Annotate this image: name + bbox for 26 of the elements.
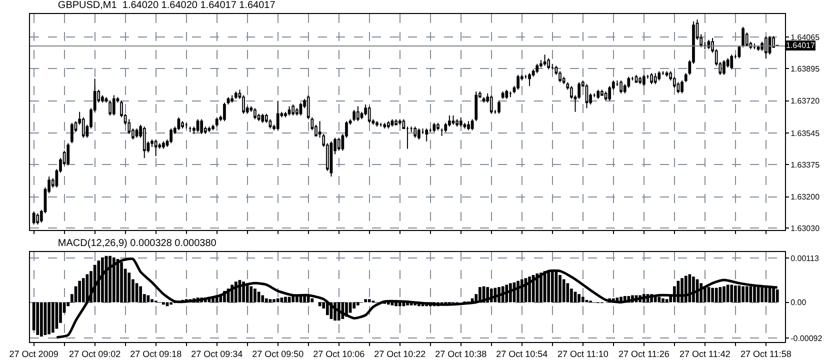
y-tick-label: 1.63200 [790,192,820,202]
x-tick-label: 27 Oct 10:22 [374,348,426,359]
y-tick-label: 1.63375 [790,160,820,170]
x-tick-label: 27 Oct 11:10 [557,348,608,359]
y-tick-label: -0.00092 [790,334,823,343]
y-tick-label: 1.63895 [790,64,820,74]
y-tick-label: 1.63030 [790,224,820,233]
x-tick-label: 27 Oct 09:34 [191,348,243,359]
y-tick-label: 1.64065 [790,32,820,42]
x-tick-label: 27 Oct 09:50 [252,348,304,359]
ref-line-label: 1.64017 [786,41,816,50]
x-tick-label: 27 Oct 11:58 [740,348,792,359]
x-tick-label: 27 Oct 10:54 [496,348,548,359]
x-tick-label: 27 Oct 11:42 [679,348,730,359]
y-tick-label: 0.00 [790,298,807,308]
y-tick-label: 1.63545 [790,128,820,138]
y-tick-label: 1.63720 [790,96,820,106]
x-tick-label: 27 Oct 11:26 [618,348,670,359]
x-tick-label: 27 Oct 10:38 [435,348,487,359]
x-tick-label: 27 Oct 09:02 [69,348,121,359]
x-tick-label: 27 Oct 2009 [9,348,58,359]
chart-title: GBPUSD,M1 1.64020 1.64020 1.64017 1.64017 [58,0,276,11]
x-tick-label: 27 Oct 10:06 [313,348,365,359]
y-tick-label: 0.00113 [790,254,820,264]
chart-title: MACD(12,26,9) 0.000328 0.000380 [58,238,217,249]
x-tick-label: 27 Oct 09:18 [130,348,182,359]
